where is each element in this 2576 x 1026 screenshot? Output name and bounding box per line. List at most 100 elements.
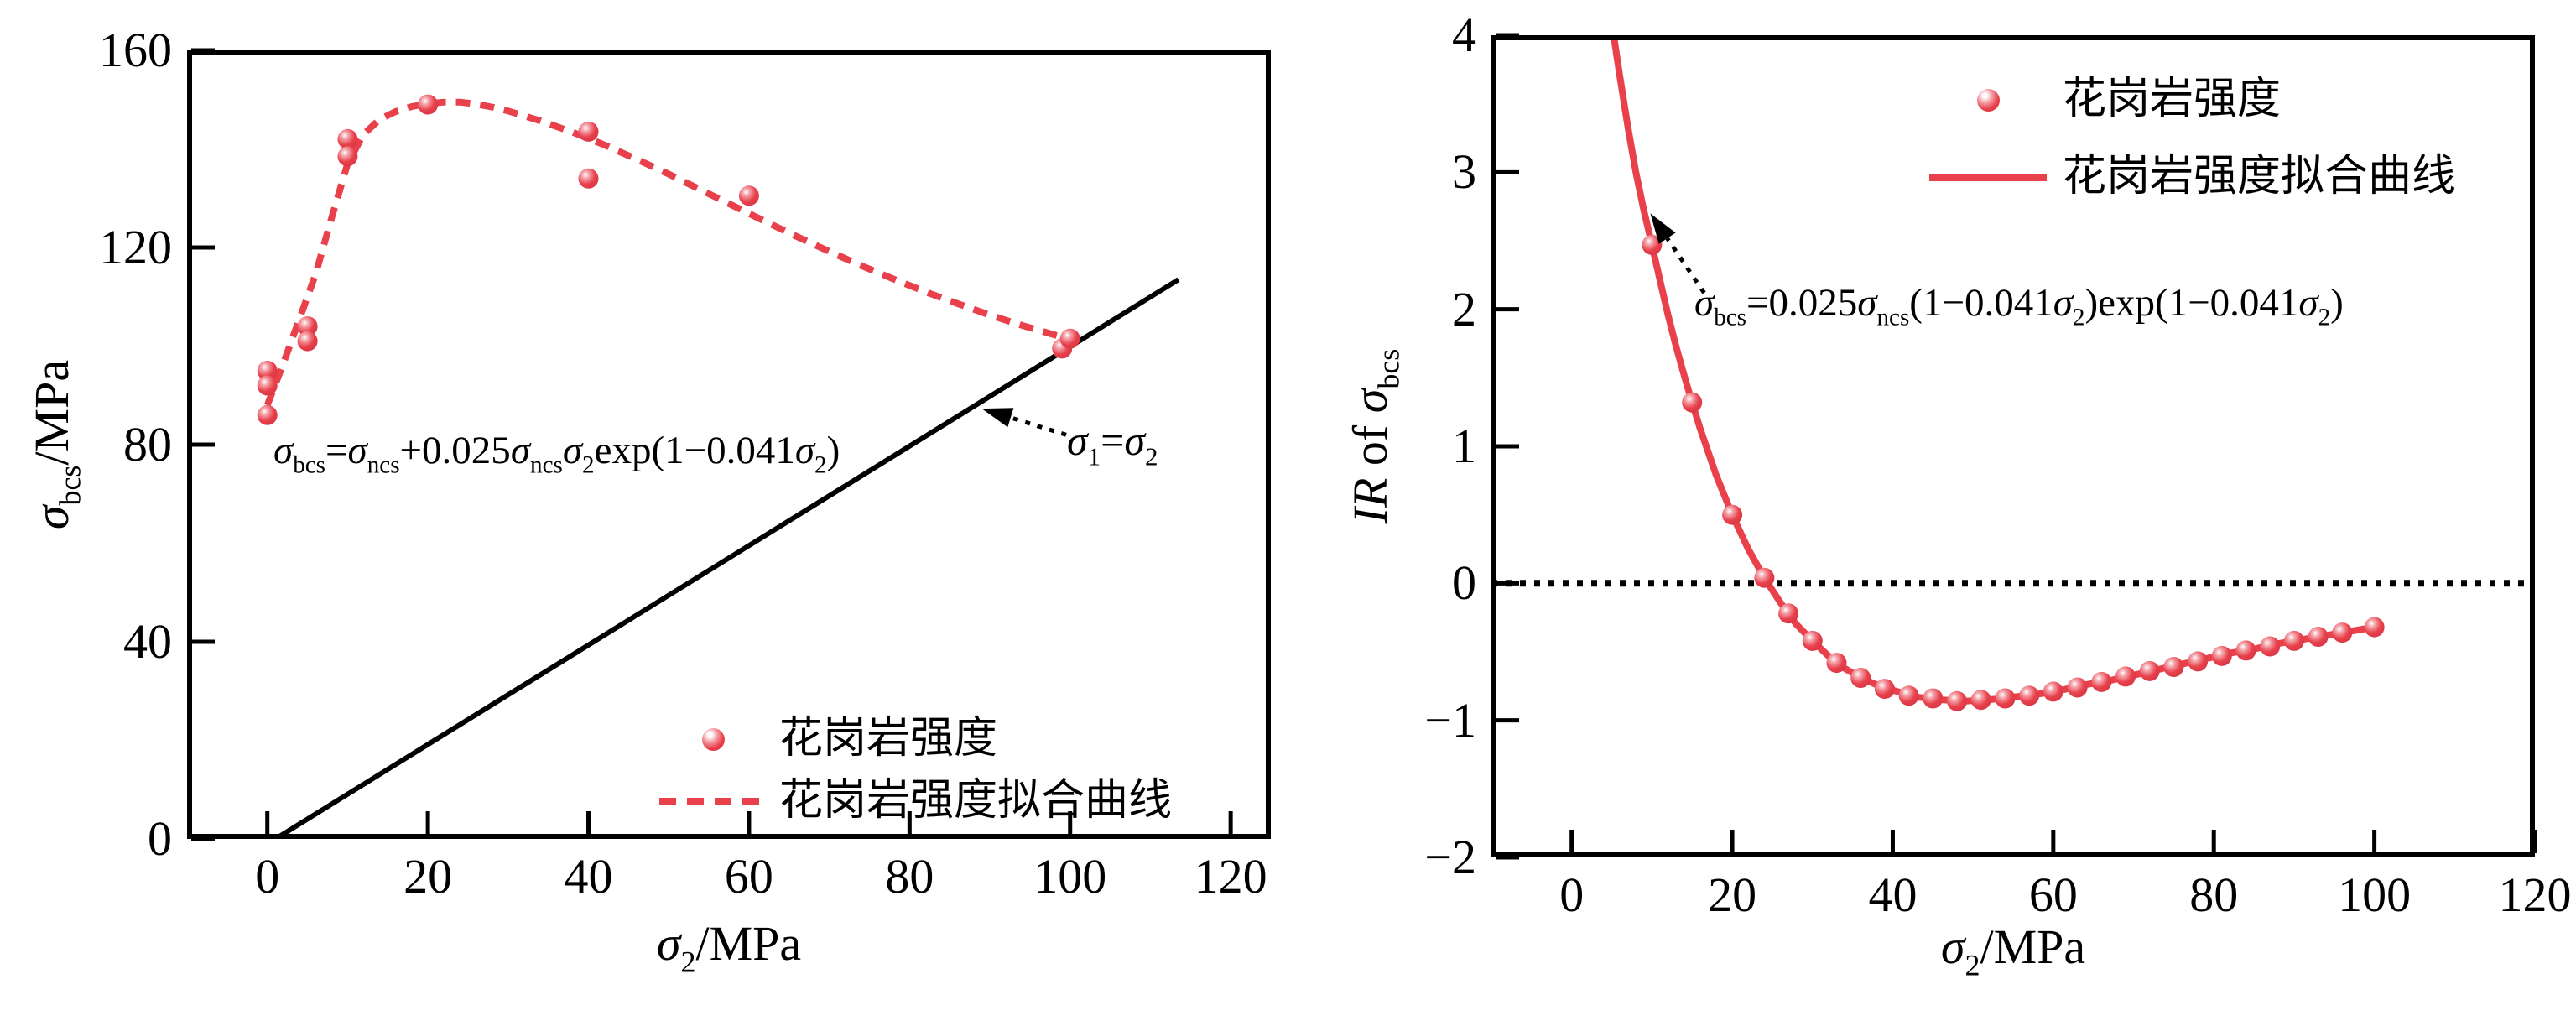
y-tick-label: 1: [1452, 419, 1476, 473]
dashed-curve: [263, 98, 1080, 407]
y-tick-label: 3: [1452, 144, 1476, 200]
data-point: [578, 121, 599, 142]
data-point: [1059, 328, 1080, 349]
x-tick-label: 100: [2338, 867, 2412, 922]
data-point: [2364, 617, 2385, 638]
legend-item-granite-fit-curve: 花岗岩强度拟合曲线: [658, 773, 1172, 829]
data-point: [1970, 690, 1991, 711]
data-point: [257, 404, 278, 425]
data-point: [1682, 392, 1703, 413]
data-point: [738, 185, 759, 206]
y-tick-label: −1: [1424, 692, 1476, 747]
solid-line-icon: [1929, 173, 2047, 181]
legend-item-granite-fit-curve: 花岗岩强度拟合曲线: [1925, 144, 2455, 210]
scatter-marker-icon: [701, 727, 725, 751]
x-tick-label: 20: [403, 849, 453, 904]
data-point: [1995, 688, 2016, 709]
x-tick-label: 20: [1708, 867, 1757, 922]
legend-label: 花岗岩强度拟合曲线: [779, 777, 1173, 825]
x-tick-label: 80: [885, 849, 934, 904]
x-tick-label: 0: [255, 849, 280, 904]
left-plot-area: [187, 48, 1271, 841]
dashed-line-icon: [659, 797, 767, 805]
x-tick-label: 60: [2028, 867, 2078, 922]
data-point: [1802, 630, 1823, 651]
legend-label: 花岗岩强度: [779, 715, 998, 763]
annotation-arrow-shaft: [1665, 237, 1706, 294]
data-point: [2043, 681, 2063, 702]
x-tick-label: 100: [1033, 849, 1107, 904]
left-legend: 花岗岩强度 花岗岩强度拟合曲线: [658, 711, 1172, 829]
data-point: [1898, 685, 1919, 706]
data-point: [257, 360, 278, 381]
left-x-axis-title: σ2/MPa: [656, 916, 802, 979]
data-point: [2091, 671, 2112, 692]
solid-curve: [273, 277, 1180, 839]
scatter-marker-icon: [1976, 88, 2000, 112]
data-point: [2139, 660, 2160, 681]
y-tick-label: 40: [123, 614, 172, 669]
data-point: [337, 128, 358, 149]
annotation-arrow-shaft: [1010, 415, 1067, 437]
data-point: [1874, 679, 1895, 700]
data-point: [1642, 234, 1663, 255]
data-point: [2067, 677, 2088, 698]
data-point: [257, 375, 278, 396]
y-tick-label: 0: [148, 811, 172, 866]
x-tick-label: 80: [2189, 867, 2239, 922]
data-point: [2332, 622, 2353, 643]
data-point: [418, 94, 439, 115]
legend-label: 花岗岩强度拟合曲线: [2063, 153, 2456, 201]
data-point: [1923, 688, 1944, 709]
data-point: [2188, 651, 2209, 672]
right-plot-area: [1491, 13, 2537, 860]
left-y-axis-title: σbcs/MPa: [24, 359, 87, 530]
y-tick-label: 2: [1452, 281, 1476, 336]
data-point: [1602, 13, 1622, 33]
data-point: [1754, 567, 1775, 588]
data-point: [1947, 690, 1967, 711]
y-tick-label: 0: [1452, 555, 1476, 611]
data-point: [2308, 627, 2329, 647]
data-point: [1826, 653, 1847, 674]
x-tick-label: 120: [2498, 867, 2572, 922]
data-point: [2211, 645, 2232, 666]
data-point: [1778, 603, 1799, 624]
data-point: [578, 168, 599, 189]
data-point: [297, 316, 318, 336]
axis-border: [187, 50, 1271, 839]
data-point: [1722, 504, 1743, 525]
data-point: [2283, 630, 2304, 651]
legend-item-granite-strength: 花岗岩强度: [658, 711, 1172, 767]
right-legend: 花岗岩强度 花岗岩强度拟合曲线: [1925, 67, 2455, 210]
sigma1-equals-sigma2-label: σ1=σ2: [1067, 417, 1158, 471]
x-tick-label: 120: [1194, 849, 1267, 904]
x-tick-label: 0: [1559, 867, 1585, 922]
right-y-axis-title: IR of σbcs: [1343, 348, 1406, 524]
right-x-axis-title: σ2/MPa: [1940, 919, 2086, 982]
y-tick-label: −2: [1424, 830, 1476, 884]
y-tick-label: 160: [99, 23, 172, 77]
x-tick-label: 40: [1868, 867, 1918, 922]
data-point: [2163, 657, 2184, 677]
x-tick-label: 60: [724, 849, 773, 904]
right-fit-equation: σbcs=0.025σncs(1−0.041σ2)exp(1−0.041σ2): [1694, 281, 2344, 331]
y-tick-label: 80: [123, 417, 172, 471]
data-point: [2235, 640, 2256, 661]
annotation-arrowhead-icon: [1650, 213, 1676, 244]
legend-label: 花岗岩强度: [2063, 76, 2282, 123]
data-point: [297, 331, 318, 352]
y-tick-label: 4: [1452, 8, 1476, 62]
legend-item-granite-strength: 花岗岩强度: [1925, 67, 2455, 133]
data-point: [2260, 636, 2281, 657]
x-tick-label: 40: [564, 849, 613, 904]
data-point: [1850, 668, 1871, 688]
y-tick-label: 120: [99, 220, 172, 274]
data-point: [2115, 666, 2136, 687]
data-point: [2019, 685, 2040, 706]
axis-border: [1491, 35, 2535, 857]
annotation-arrowhead-icon: [981, 408, 1014, 428]
left-fit-equation: σbcs=σncs+0.025σncsσ2exp(1−0.041σ2): [273, 429, 840, 479]
